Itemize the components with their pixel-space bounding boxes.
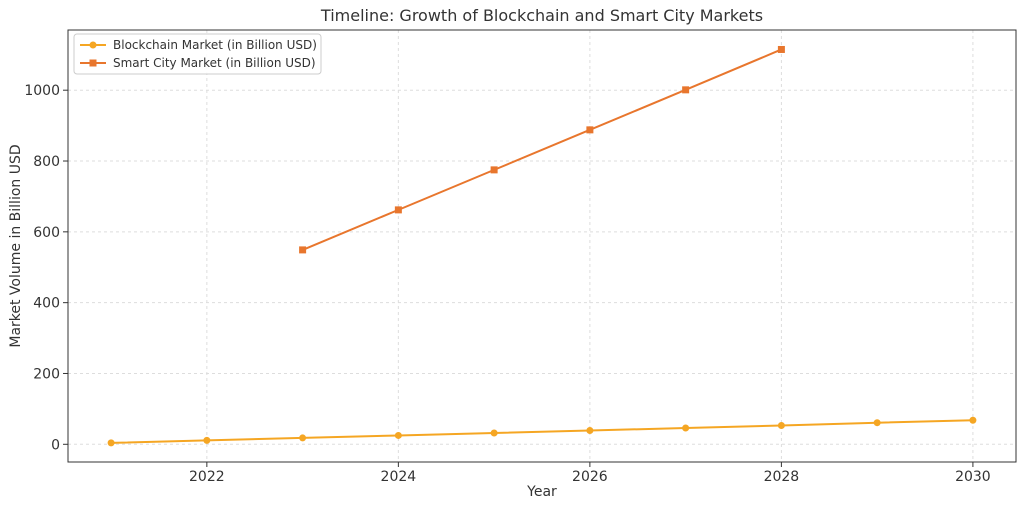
- series-line: [302, 48, 782, 251]
- series-layer: [107, 45, 977, 447]
- y-tick-label: 0: [51, 437, 60, 453]
- legend: Blockchain Market (in Billion USD) Smart …: [73, 33, 322, 75]
- data-point: [107, 439, 115, 447]
- y-tick-label: 400: [33, 296, 60, 312]
- data-point: [682, 424, 690, 432]
- x-tick-label: 2026: [572, 469, 608, 485]
- grid-lines: [68, 30, 1016, 462]
- x-axis-label: Year: [526, 484, 557, 500]
- series-line: [111, 419, 973, 444]
- legend-item: Blockchain Market (in Billion USD): [80, 38, 317, 52]
- x-axis-ticks: 2022 2024 2026 2028 2030: [189, 462, 991, 485]
- data-point: [682, 86, 690, 94]
- data-point: [299, 246, 307, 254]
- data-point: [777, 422, 785, 430]
- y-tick-label: 600: [33, 225, 60, 241]
- series-1: [107, 416, 977, 447]
- data-point: [203, 436, 211, 444]
- data-point: [873, 419, 881, 427]
- series-2: [299, 45, 785, 254]
- legend-label: Blockchain Market (in Billion USD): [113, 38, 317, 52]
- data-point: [394, 431, 402, 439]
- data-point: [586, 126, 594, 134]
- y-axis-label: Market Volume in Billion USD: [8, 144, 24, 347]
- y-axis-ticks: 0 200 400 600 800 1000: [24, 83, 68, 453]
- legend-marker: [89, 41, 97, 49]
- x-tick-label: 2030: [955, 469, 991, 485]
- data-point: [299, 434, 307, 442]
- legend-item: Smart City Market (in Billion USD): [80, 56, 316, 70]
- x-tick-label: 2028: [764, 469, 800, 485]
- y-tick-label: 200: [33, 366, 60, 382]
- y-tick-label: 1000: [24, 83, 60, 99]
- y-tick-label: 800: [33, 154, 60, 170]
- plot-frame: [67, 29, 1017, 463]
- data-point: [777, 45, 785, 53]
- chart-title: Timeline: Growth of Blockchain and Smart…: [320, 6, 763, 25]
- data-point: [490, 166, 498, 174]
- data-point: [969, 416, 977, 424]
- data-point: [490, 429, 498, 437]
- legend-marker: [89, 59, 97, 67]
- data-point: [394, 206, 402, 214]
- legend-box: [73, 33, 322, 75]
- x-tick-label: 2022: [189, 469, 225, 485]
- data-point: [586, 426, 594, 434]
- legend-label: Smart City Market (in Billion USD): [113, 56, 316, 70]
- x-tick-label: 2024: [381, 469, 417, 485]
